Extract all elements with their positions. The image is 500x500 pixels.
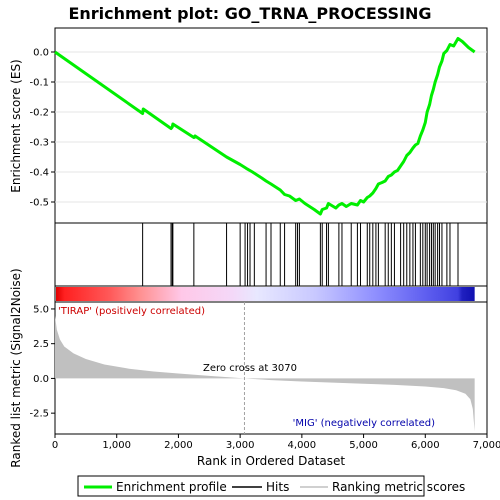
zero-cross-label: Zero cross at 3070 <box>203 363 297 374</box>
metric-area <box>55 315 475 432</box>
x-tick-label: 4,000 <box>288 440 317 451</box>
legend-es-label: Enrichment profile <box>116 480 227 494</box>
es-line <box>54 37 476 216</box>
x-tick-label: 3,000 <box>226 440 255 451</box>
metric-tick-label: 0.0 <box>33 374 49 385</box>
es-tick-label: -0.1 <box>29 78 49 89</box>
metric-area-group <box>55 302 475 434</box>
x-tick-label: 0 <box>52 440 58 451</box>
metric-tick-label: -2.5 <box>29 409 49 420</box>
x-axis-title: Rank in Ordered Dataset <box>197 454 345 468</box>
chart-title: Enrichment plot: GO_TRNA_PROCESSING <box>68 4 431 23</box>
es-panel <box>54 27 488 224</box>
metric-panel <box>54 301 488 435</box>
x-tick-label: 6,000 <box>411 440 440 451</box>
es-tick-label: 0.0 <box>33 48 49 59</box>
metric-tick-label: 2.5 <box>33 339 49 350</box>
metric-axis-title: Ranked list metric (Signal2Noise) <box>9 268 23 467</box>
x-tick-label: 5,000 <box>349 440 378 451</box>
legend <box>77 475 425 497</box>
legend-hits-label: Hits <box>266 480 289 494</box>
es-tick-label: -0.2 <box>29 108 49 119</box>
es-tick-label: -0.5 <box>29 198 49 209</box>
x-tick-label: 7,000 <box>473 440 500 451</box>
es-line-group <box>54 37 476 216</box>
x-axis: 0 1,000 2,000 3,000 4,000 5,000 6,000 7,000 <box>52 434 500 451</box>
metric-y-axis: 5.0 2.5 0.0 -2.5 <box>29 304 55 420</box>
hit-marks <box>142 223 459 286</box>
x-tick-label: 2,000 <box>164 440 193 451</box>
legend-metric-label: Ranking metric scores <box>332 480 465 494</box>
negative-correlation-label: 'MIG' (negatively correlated) <box>293 418 435 429</box>
es-tick-label: -0.3 <box>29 138 49 149</box>
es-y-axis: 0.0 -0.1 -0.2 -0.3 -0.4 -0.5 <box>29 48 55 209</box>
es-axis-title: Enrichment score (ES) <box>9 59 23 192</box>
es-tick-label: -0.4 <box>29 168 49 179</box>
rank-color-bar-group <box>56 287 475 301</box>
positive-correlation-label: 'TIRAP' (positively correlated) <box>58 306 205 317</box>
x-tick-label: 1,000 <box>102 440 131 451</box>
rank-color-bar <box>56 287 475 301</box>
es-gridlines <box>55 51 487 203</box>
metric-tick-label: 5.0 <box>33 304 49 315</box>
